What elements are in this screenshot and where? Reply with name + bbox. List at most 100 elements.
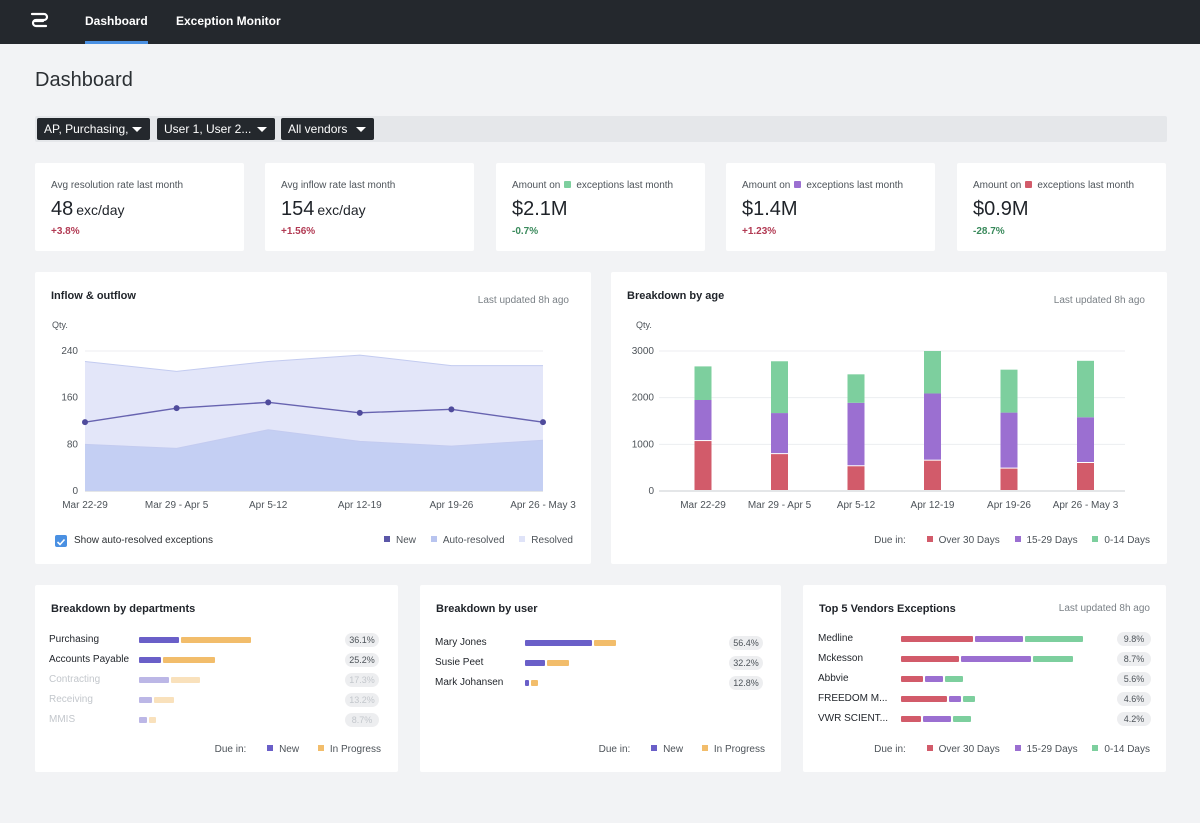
vendor-filter-dropdown[interactable]: All vendors bbox=[281, 118, 374, 140]
age-bar-segment[interactable] bbox=[694, 366, 712, 400]
legend-swatch bbox=[1092, 745, 1099, 751]
department-in-progress-bar[interactable] bbox=[180, 637, 251, 643]
user-filter-dropdown[interactable]: User 1, User 2... bbox=[157, 118, 275, 140]
department-new-bar[interactable] bbox=[139, 697, 153, 703]
user-percent-badge: 32.2% bbox=[729, 656, 763, 670]
department-percent-badge: 17.3% bbox=[345, 673, 379, 687]
vendor-bar-segment[interactable] bbox=[945, 676, 963, 682]
age-bar-segment[interactable] bbox=[771, 361, 788, 414]
age-bar-segment[interactable] bbox=[924, 393, 941, 460]
department-row-label[interactable]: Contracting bbox=[49, 674, 101, 685]
vendor-bar-segment[interactable] bbox=[1033, 656, 1073, 662]
department-new-bar[interactable] bbox=[139, 637, 179, 643]
user-in-progress-bar[interactable] bbox=[594, 640, 616, 646]
age-bar-segment[interactable] bbox=[1077, 463, 1094, 490]
department-row-label[interactable]: Receiving bbox=[49, 694, 93, 705]
legend-swatch bbox=[267, 745, 274, 751]
vendor-bar-segment[interactable] bbox=[953, 716, 971, 722]
age-bar-segment[interactable] bbox=[694, 400, 712, 441]
vendor-bar-segment[interactable] bbox=[923, 716, 951, 722]
age-bar-segment[interactable] bbox=[1000, 468, 1018, 490]
vendor-bar-segment[interactable] bbox=[901, 676, 923, 682]
vendor-bar-segment[interactable] bbox=[901, 696, 947, 702]
vendor-row-label[interactable]: FREEDOM M... bbox=[818, 693, 888, 704]
department-in-progress-bar[interactable] bbox=[154, 697, 174, 703]
age-bar-segment[interactable] bbox=[771, 454, 788, 490]
new-point[interactable] bbox=[173, 405, 180, 412]
new-point[interactable] bbox=[265, 399, 272, 406]
user-row-label[interactable]: Mark Johansen bbox=[435, 677, 504, 688]
auto-resolved-checkbox[interactable] bbox=[55, 535, 67, 547]
vendor-bar-segment[interactable] bbox=[901, 716, 921, 722]
departments-legend: Due in: New In Progress bbox=[215, 744, 381, 755]
kpi-card-amount-purple: Amount on exceptions last month $1.4M +1.… bbox=[726, 163, 935, 251]
last-updated-text: Last updated 8h ago bbox=[1053, 295, 1145, 306]
logo-icon[interactable] bbox=[28, 10, 50, 32]
new-point[interactable] bbox=[448, 406, 455, 413]
x-tick-label: Apr 5-12 bbox=[249, 500, 288, 511]
vendor-row-label[interactable]: Mckesson bbox=[818, 653, 864, 664]
department-row-label[interactable]: Accounts Payable bbox=[49, 654, 130, 665]
department-new-bar[interactable] bbox=[139, 657, 161, 663]
vendor-row-label[interactable]: Abbvie bbox=[818, 673, 849, 684]
tab-exception-monitor[interactable]: Exception Monitor bbox=[176, 14, 281, 28]
vendor-bar-segment[interactable] bbox=[975, 636, 1023, 642]
y-tick-label: 1000 bbox=[632, 439, 655, 450]
y-tick-label: 0 bbox=[72, 486, 78, 497]
vendor-bar-segment[interactable] bbox=[901, 636, 973, 642]
department-new-bar[interactable] bbox=[139, 717, 147, 723]
card-title: Breakdown by age bbox=[627, 290, 725, 302]
user-new-bar[interactable] bbox=[525, 680, 529, 686]
age-bar-segment[interactable] bbox=[924, 460, 941, 490]
vendor-row-label[interactable]: Medline bbox=[818, 633, 854, 644]
department-row-label[interactable]: MMIS bbox=[49, 714, 76, 725]
age-bar-segment[interactable] bbox=[847, 374, 865, 403]
user-in-progress-bar[interactable] bbox=[547, 660, 569, 666]
new-point[interactable] bbox=[82, 419, 88, 426]
kpi-card-amount-red: Amount on exceptions last month $0.9M -28… bbox=[957, 163, 1166, 251]
department-in-progress-bar[interactable] bbox=[148, 717, 157, 723]
department-percent-badge: 25.2% bbox=[345, 653, 379, 667]
tab-dashboard[interactable]: Dashboard bbox=[85, 0, 148, 44]
breakdown-by-departments-card: Breakdown by departments Due in: New In … bbox=[35, 585, 398, 772]
department-in-progress-bar[interactable] bbox=[170, 677, 201, 683]
vendor-percent-badge: 4.2% bbox=[1117, 712, 1151, 726]
user-new-bar[interactable] bbox=[525, 640, 593, 646]
vendor-bar-segment[interactable] bbox=[949, 696, 961, 702]
age-bar-segment[interactable] bbox=[1000, 412, 1018, 468]
chevron-down-icon bbox=[132, 127, 142, 132]
new-point[interactable] bbox=[540, 419, 546, 426]
legend-swatch bbox=[926, 745, 933, 751]
resolved-area-edge bbox=[84, 354, 543, 372]
vendor-bar-segment[interactable] bbox=[963, 696, 975, 702]
department-row-label[interactable]: Purchasing bbox=[49, 634, 100, 645]
legend-item-over-30: Over 30 Days bbox=[926, 535, 1000, 546]
department-in-progress-bar[interactable] bbox=[163, 657, 215, 663]
vendor-bar-segment[interactable] bbox=[1025, 636, 1083, 642]
vendor-bar-segment[interactable] bbox=[901, 656, 959, 662]
age-bar-segment[interactable] bbox=[847, 402, 865, 466]
vendor-bar-segment[interactable] bbox=[925, 676, 943, 682]
age-bar-segment[interactable] bbox=[924, 351, 941, 394]
vendor-row-label[interactable]: VWR SCIENT... bbox=[818, 713, 889, 724]
page-title: Dashboard bbox=[35, 69, 133, 91]
auto-resolved-checkbox-label[interactable]: Show auto-resolved exceptions bbox=[74, 535, 213, 546]
age-bar-segment[interactable] bbox=[1000, 369, 1018, 413]
y-tick-label: 2000 bbox=[632, 393, 655, 404]
new-point[interactable] bbox=[356, 409, 363, 416]
department-new-bar[interactable] bbox=[139, 677, 169, 683]
age-bar-segment[interactable] bbox=[694, 441, 712, 490]
kpi-delta: +3.8% bbox=[51, 226, 80, 237]
x-tick-label: Apr 19-26 bbox=[429, 500, 473, 511]
user-new-bar[interactable] bbox=[525, 660, 546, 666]
user-row-label[interactable]: Susie Peet bbox=[435, 657, 484, 668]
user-row-label[interactable]: Mary Jones bbox=[435, 637, 487, 648]
age-bar-segment[interactable] bbox=[847, 466, 865, 490]
department-filter-dropdown[interactable]: AP, Purchasing, bbox=[37, 118, 150, 140]
age-bar-segment[interactable] bbox=[1077, 417, 1094, 462]
age-bar-segment[interactable] bbox=[771, 413, 788, 454]
kpi-delta: +1.23% bbox=[742, 226, 777, 237]
age-bar-segment[interactable] bbox=[1077, 360, 1094, 418]
vendor-bar-segment[interactable] bbox=[961, 656, 1031, 662]
user-in-progress-bar[interactable] bbox=[530, 680, 538, 686]
